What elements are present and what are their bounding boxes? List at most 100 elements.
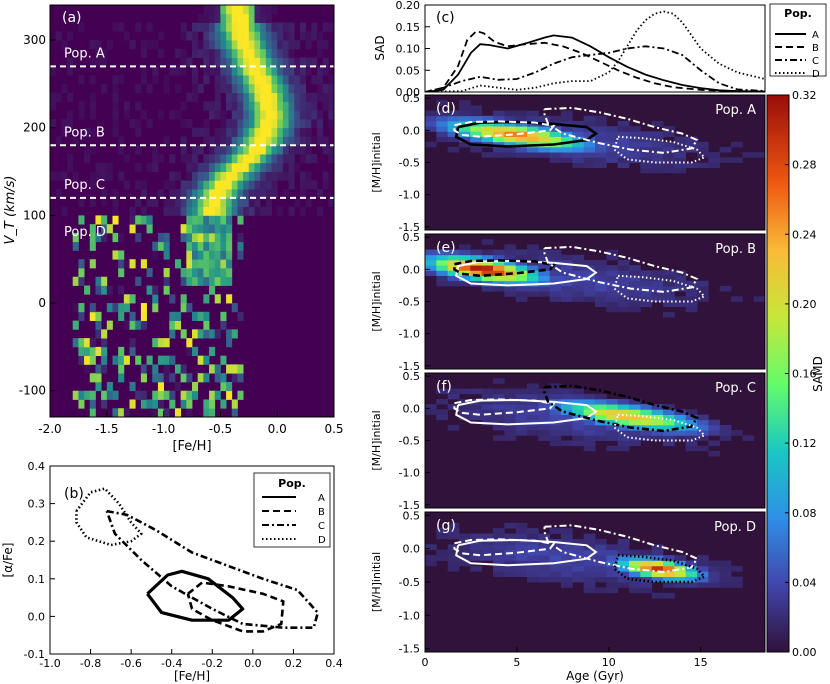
panel-a-cell bbox=[146, 224, 153, 234]
samd-cell bbox=[538, 275, 551, 282]
samd-cell bbox=[538, 393, 551, 400]
samd-cell bbox=[436, 136, 449, 143]
panel-a-cell bbox=[129, 259, 136, 269]
samd-cell bbox=[527, 136, 539, 143]
panel-a-cell bbox=[294, 66, 301, 76]
samd-cell bbox=[697, 414, 709, 421]
panel-a-cell bbox=[118, 136, 125, 146]
panel-a-cell bbox=[72, 136, 79, 146]
samd-cell bbox=[606, 565, 619, 572]
panel-a-cell bbox=[157, 381, 164, 392]
samd-cell bbox=[719, 424, 732, 431]
panel-a-cell bbox=[299, 83, 306, 94]
panel-a-ref-label: Pop. A bbox=[64, 46, 105, 61]
panel-a-cell bbox=[129, 381, 136, 392]
samd-cell bbox=[504, 120, 517, 127]
panel-a-cell bbox=[72, 241, 79, 251]
panel-a-cell bbox=[163, 338, 170, 348]
samd-cell bbox=[515, 393, 528, 400]
samd-cell bbox=[436, 110, 449, 117]
panel-a-cell bbox=[265, 101, 272, 111]
panel-a-cell bbox=[231, 329, 238, 339]
samd-cell bbox=[561, 388, 573, 395]
panel-a-cell bbox=[299, 22, 306, 32]
panel-a-cell bbox=[260, 57, 267, 67]
panel-a-cell bbox=[135, 390, 142, 400]
panel-a-cell bbox=[214, 294, 221, 304]
samd-cell bbox=[447, 393, 460, 400]
samd-cell bbox=[447, 146, 460, 153]
panel-a-cell bbox=[84, 390, 91, 400]
panel-a-cell bbox=[299, 92, 306, 102]
panel-a-cell bbox=[237, 145, 244, 155]
samd-cell bbox=[561, 136, 573, 143]
samd-cell bbox=[640, 419, 653, 426]
panel-a-cell bbox=[322, 22, 329, 32]
samd-cell bbox=[595, 409, 607, 415]
panel-a-cell bbox=[226, 127, 233, 137]
panel-a-cell bbox=[226, 31, 233, 41]
samd-cell bbox=[493, 388, 505, 395]
panel-a-cell bbox=[248, 57, 255, 67]
panel-a-cell bbox=[95, 232, 102, 243]
samd-cell bbox=[527, 291, 539, 297]
panel-a-cell bbox=[322, 180, 329, 190]
samd-cell bbox=[493, 110, 505, 117]
panel-a-cell bbox=[95, 57, 102, 67]
colorbar-tick-label: 0.24 bbox=[792, 228, 817, 241]
panel-a-cell bbox=[152, 197, 159, 208]
contour-pop-b bbox=[453, 398, 556, 416]
panel-a-cell bbox=[316, 118, 324, 129]
panel-a-cell bbox=[95, 320, 102, 330]
samd-cell bbox=[481, 136, 494, 143]
panel-a-cell bbox=[260, 40, 267, 50]
panel-a-cell bbox=[163, 180, 170, 190]
samd-cell bbox=[481, 259, 494, 266]
panel-a-cell bbox=[260, 101, 267, 111]
samd-cell bbox=[504, 544, 517, 551]
panel-a-cell bbox=[157, 31, 164, 41]
panel-ytick-label: -1.5 bbox=[399, 221, 420, 234]
panel-a-cell bbox=[237, 31, 244, 41]
panel-a-cell bbox=[260, 127, 267, 137]
samd-cell bbox=[708, 162, 721, 169]
panel-a-cell bbox=[89, 346, 96, 357]
samd-cell bbox=[651, 560, 664, 567]
panel-a-cell bbox=[226, 5, 233, 15]
panel-a-cell bbox=[67, 31, 74, 41]
samd-cell bbox=[640, 146, 653, 153]
samd-cell bbox=[504, 419, 517, 426]
panel-a-cell bbox=[129, 294, 136, 304]
samd-cell bbox=[515, 528, 528, 534]
panel-a-cell bbox=[169, 311, 176, 321]
samd-cell bbox=[674, 141, 687, 148]
panel-a-cell bbox=[61, 171, 68, 181]
samd-cell bbox=[606, 249, 619, 256]
samd-cell bbox=[617, 576, 630, 583]
panel-a-cell bbox=[226, 75, 233, 85]
panel-a-cell bbox=[254, 66, 261, 76]
panel-a-cell bbox=[231, 180, 238, 190]
samd-cell bbox=[617, 398, 630, 405]
samd-cell bbox=[527, 254, 539, 261]
panel-a-cell bbox=[89, 57, 96, 67]
samd-cell bbox=[572, 430, 585, 436]
panel-a-cell bbox=[214, 259, 221, 269]
colorbar-tick-label: 0.00 bbox=[792, 646, 817, 659]
panel-a-cell bbox=[203, 241, 210, 251]
panel-b-xtick-label: -0.2 bbox=[202, 657, 223, 670]
samd-cell bbox=[481, 270, 494, 276]
panel-a-cell bbox=[118, 259, 125, 269]
samd-cell bbox=[549, 249, 562, 256]
samd-cell bbox=[538, 254, 551, 261]
panel-a-cell bbox=[237, 232, 244, 243]
samd-cell bbox=[640, 560, 653, 567]
panel-c-ytick-label: 0.05 bbox=[396, 64, 421, 77]
panel-a-cell bbox=[248, 75, 255, 85]
panel-a-cell bbox=[157, 232, 164, 243]
samd-cell bbox=[583, 157, 596, 163]
panel-a-cell bbox=[220, 250, 227, 260]
samd-cell bbox=[572, 136, 585, 143]
panel-a-cell bbox=[214, 145, 221, 155]
panel-a-cell bbox=[305, 118, 312, 129]
